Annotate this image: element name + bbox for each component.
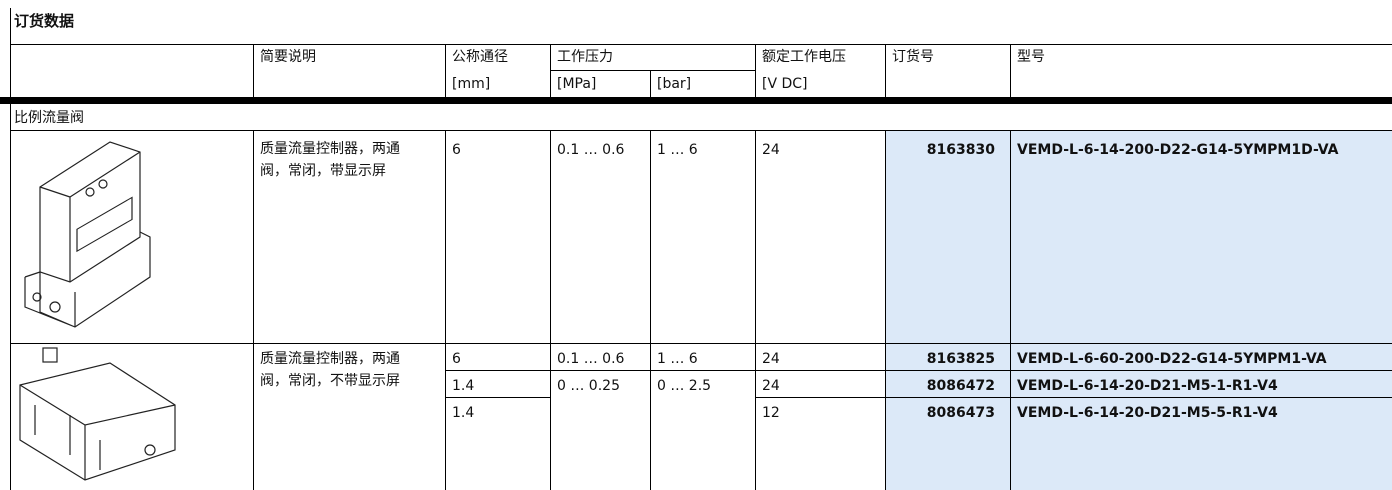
part-number: 8163830 (926, 142, 995, 158)
cell: 12 (762, 405, 780, 421)
unit: [MPa] (557, 76, 597, 92)
part-number: 8163825 (926, 351, 995, 367)
part-number: 8086473 (926, 405, 995, 421)
cell: 6 (452, 351, 461, 367)
part-number: 8086472 (926, 378, 995, 394)
rule (445, 130, 446, 490)
rule (1010, 130, 1011, 490)
rule (445, 397, 550, 398)
header: 订货号 (892, 49, 934, 65)
header: 公称通径 (452, 49, 508, 65)
rule (0, 97, 1392, 104)
rule (885, 44, 886, 97)
rule (10, 130, 1392, 131)
rule (10, 44, 1392, 45)
header: 简要说明 (260, 49, 316, 65)
type-code: VEMD-L-6-14-200-D22-G14-5YMPM1D-VA (1017, 142, 1339, 158)
description-line: 质量流量控制器， (260, 351, 372, 367)
rule (253, 130, 254, 490)
type-code: VEMD-L-6-60-200-D22-G14-5YMPM1-VA (1017, 351, 1327, 367)
rule (253, 44, 254, 97)
type-code: VEMD-L-6-14-20-D21-M5-1-R1-V4 (1017, 378, 1278, 394)
product-image (19, 347, 176, 481)
rule (445, 370, 1392, 371)
description-line: 两通阀，常闭，不带显示屏 (260, 351, 400, 389)
rule (755, 397, 1392, 398)
cell: 0.1 … 0.6 (557, 142, 625, 158)
header: 工作压力 (557, 49, 613, 65)
header: 型号 (1017, 49, 1045, 65)
cell: 24 (762, 378, 780, 394)
rule (10, 343, 1392, 344)
highlight (885, 130, 1392, 490)
rule (10, 8, 11, 490)
rule (445, 44, 446, 97)
cell: 1.4 (452, 378, 475, 394)
unit: [mm] (452, 76, 491, 92)
unit: [bar] (657, 76, 692, 92)
cell: 24 (762, 351, 780, 367)
rule (885, 130, 886, 490)
cell: 6 (452, 142, 461, 158)
cell: 1.4 (452, 405, 475, 421)
rule (1010, 44, 1011, 97)
group: 比例流量阀 (14, 110, 84, 126)
product-image (24, 141, 151, 328)
header: 额定工作电压 (762, 49, 846, 65)
cell: 0 … 0.25 (557, 378, 620, 394)
rule (550, 70, 755, 71)
rule (650, 70, 651, 97)
cell: 1 … 6 (657, 142, 698, 158)
rule (550, 130, 551, 490)
description-line: 两通阀，常闭，带显示屏 (260, 141, 400, 179)
cell: 0 … 2.5 (657, 378, 712, 394)
description: 质量流量控制器，两通阀，常闭，带显示屏 (260, 138, 420, 182)
description-line: 质量流量控制器， (260, 141, 372, 157)
unit: [V DC] (762, 76, 808, 92)
rule (755, 44, 756, 97)
title: 订货数据 (14, 12, 75, 30)
rule (650, 130, 651, 490)
cell: 1 … 6 (657, 351, 698, 367)
description: 质量流量控制器，两通阀，常闭，不带显示屏 (260, 348, 420, 392)
type-code: VEMD-L-6-14-20-D21-M5-5-R1-V4 (1017, 405, 1278, 421)
rule (755, 130, 756, 490)
rule (550, 44, 551, 97)
cell: 0.1 … 0.6 (557, 351, 625, 367)
cell: 24 (762, 142, 780, 158)
